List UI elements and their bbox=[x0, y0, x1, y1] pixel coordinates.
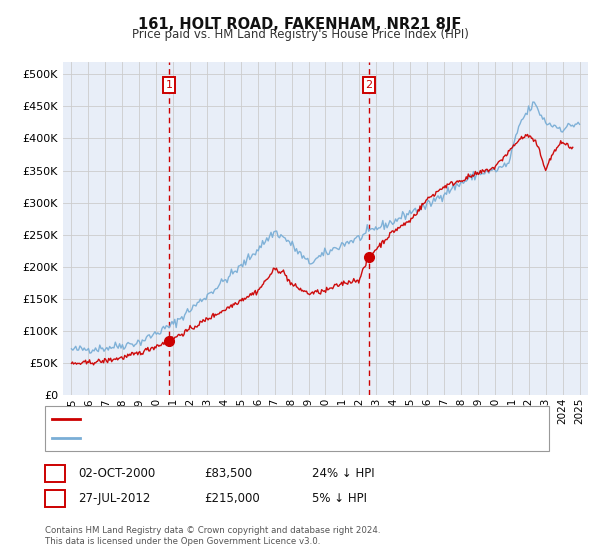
Text: £215,000: £215,000 bbox=[204, 492, 260, 505]
Text: 1: 1 bbox=[52, 468, 58, 478]
Text: Contains HM Land Registry data © Crown copyright and database right 2024.
This d: Contains HM Land Registry data © Crown c… bbox=[45, 526, 380, 546]
Text: 161, HOLT ROAD, FAKENHAM, NR21 8JF (detached house): 161, HOLT ROAD, FAKENHAM, NR21 8JF (deta… bbox=[85, 413, 399, 423]
Text: 1: 1 bbox=[166, 80, 172, 90]
Text: 2: 2 bbox=[365, 80, 373, 90]
Text: Price paid vs. HM Land Registry's House Price Index (HPI): Price paid vs. HM Land Registry's House … bbox=[131, 28, 469, 41]
Text: HPI: Average price, detached house, North Norfolk: HPI: Average price, detached house, Nort… bbox=[85, 433, 361, 444]
Text: 5% ↓ HPI: 5% ↓ HPI bbox=[312, 492, 367, 505]
Text: 24% ↓ HPI: 24% ↓ HPI bbox=[312, 466, 374, 480]
Text: £83,500: £83,500 bbox=[204, 466, 252, 480]
Text: 02-OCT-2000: 02-OCT-2000 bbox=[78, 466, 155, 480]
Text: 161, HOLT ROAD, FAKENHAM, NR21 8JF: 161, HOLT ROAD, FAKENHAM, NR21 8JF bbox=[139, 17, 461, 32]
Text: 27-JUL-2012: 27-JUL-2012 bbox=[78, 492, 151, 505]
Text: 2: 2 bbox=[52, 493, 58, 503]
